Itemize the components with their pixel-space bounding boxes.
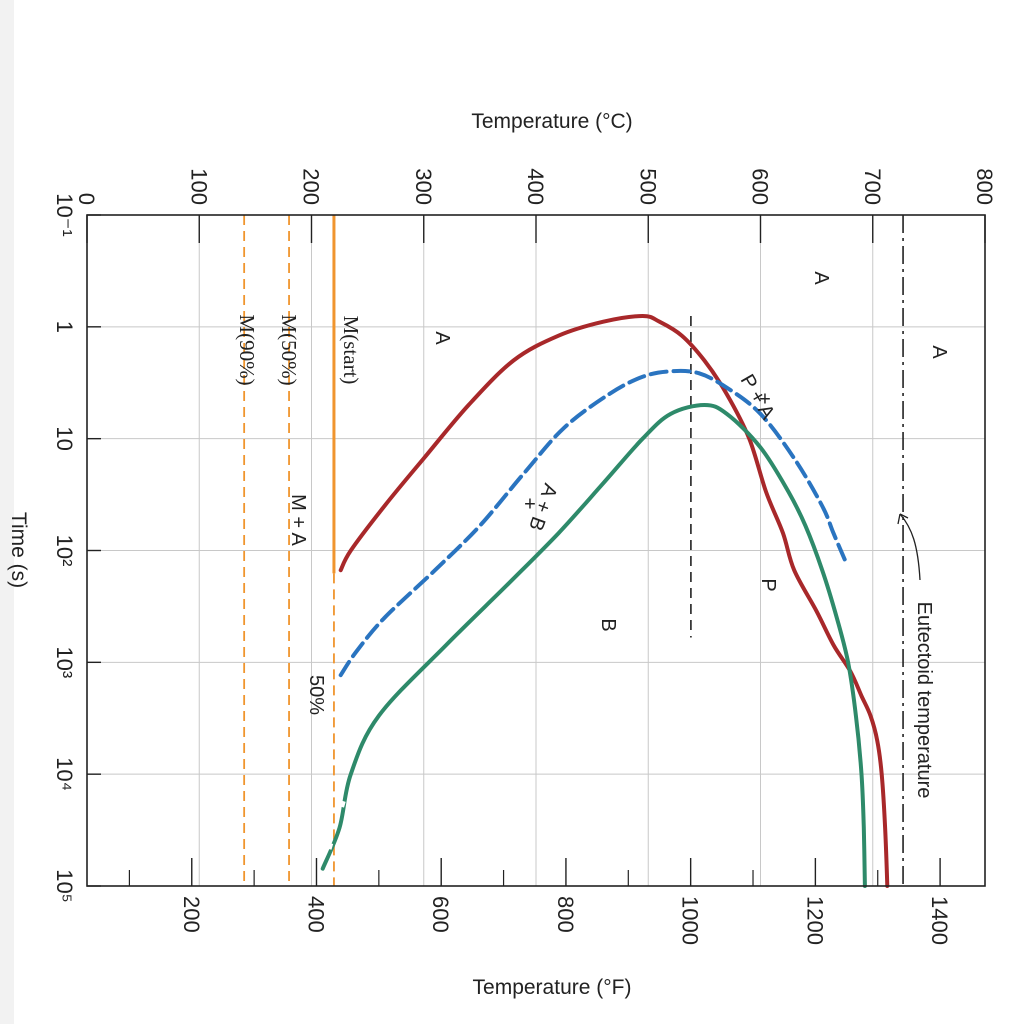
- tick-label-celsius: 400: [523, 168, 548, 205]
- plus-mark: +: [759, 388, 771, 410]
- temperature-f-axis-title: Temperature (°F): [473, 976, 632, 999]
- time-axis-title: Time (s): [7, 512, 30, 588]
- region-label-a-right: A: [928, 345, 950, 359]
- tick-label-celsius: 700: [860, 168, 885, 205]
- reference-lines: [243, 215, 904, 886]
- label-m-50: M(50%): [277, 314, 301, 385]
- tick-label-fahrenheit: 200: [179, 896, 204, 933]
- tick-label-fahrenheit: 1200: [802, 896, 827, 945]
- label-m-start: M(start): [339, 316, 363, 385]
- region-label-b: B: [597, 618, 619, 631]
- region-label-a-left: A: [431, 331, 453, 345]
- label-eutectoid-temperature: Eutectoid temperature: [913, 602, 935, 799]
- curve-50%: [338, 368, 847, 678]
- tick-label-celsius: 200: [299, 168, 324, 205]
- plus-mark: +: [524, 493, 536, 515]
- tick-label-time: 10⁵: [52, 869, 77, 903]
- tick-label-time: 10²: [52, 535, 77, 567]
- tick-label-fahrenheit: 1000: [678, 896, 703, 945]
- curve-start-curve: [338, 313, 890, 888]
- tick-label-time: 10⁴: [52, 757, 77, 791]
- tick-label-fahrenheit: 800: [553, 896, 578, 933]
- tick-label-time: 1: [52, 321, 77, 333]
- tick-label-celsius: 500: [635, 168, 660, 205]
- tick-label-fahrenheit: 1400: [927, 896, 952, 945]
- grid: [87, 215, 985, 886]
- region-label-a-top: A: [810, 271, 832, 285]
- tick-label-celsius: 300: [411, 168, 436, 205]
- label-m-90: M(90%): [235, 314, 259, 385]
- axis-ticks: 0 100 200 300 400 500 600 700 800 10⁻¹ 1 10 10² 10³ 10…: [52, 168, 997, 945]
- tick-label-time: 10: [52, 426, 77, 450]
- tick-label-fahrenheit: 400: [303, 896, 328, 933]
- curve-finish: [320, 402, 867, 888]
- transformation-curves: ++: [319, 313, 890, 888]
- temperature-c-axis-title: Temperature (°C): [471, 110, 632, 133]
- tick-label-celsius: 0: [74, 193, 99, 205]
- tick-label-fahrenheit: 600: [428, 896, 453, 933]
- tick-label-celsius: 800: [972, 168, 997, 205]
- tick-label-time: 10⁻¹: [52, 193, 77, 236]
- eutectoid-arrow-head: [897, 513, 909, 525]
- label-fifty-percent: 50%: [305, 675, 327, 715]
- eutectoid-pointer-arrow: [899, 513, 921, 581]
- region-label-p: P: [757, 578, 779, 591]
- region-label-m-plus-a: M + A: [287, 494, 309, 546]
- tick-label-celsius: 100: [186, 168, 211, 205]
- tick-label-celsius: 600: [748, 168, 773, 205]
- page-margin-band: [0, 0, 14, 1024]
- labels: Temperature (°C) Temperature (°F) Time (…: [7, 110, 950, 999]
- tick-label-time: 10³: [52, 646, 77, 678]
